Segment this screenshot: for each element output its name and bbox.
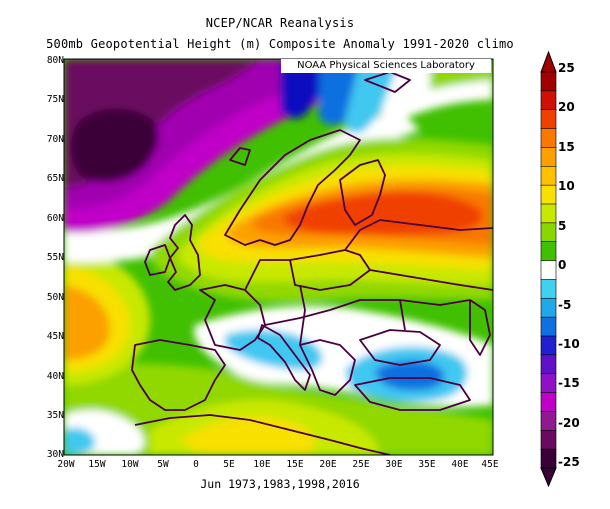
- colorbar-label: -5: [558, 298, 572, 312]
- lon-tick-label: 20E: [319, 459, 337, 470]
- colorbar-swatch: [540, 373, 557, 394]
- colorbar-swatch: [540, 392, 557, 413]
- lat-tick-label: 75N: [46, 94, 64, 105]
- lon-tick-label: 35E: [418, 459, 436, 470]
- lon-tick-label: 15W: [88, 459, 106, 470]
- map-frame: [63, 58, 494, 456]
- lat-tick-label: 65N: [46, 173, 64, 184]
- colorbar-swatch: [540, 297, 557, 318]
- colorbar-swatch: [540, 429, 557, 450]
- colorbar-swatch: [540, 354, 557, 375]
- colorbar-swatch: [540, 241, 557, 262]
- colorbar-swatch: [540, 316, 557, 337]
- colorbar-swatch: [540, 448, 557, 469]
- colorbar-swatch: [540, 71, 557, 92]
- colorbar-label: -10: [558, 337, 580, 351]
- colorbar-label: 20: [558, 100, 575, 114]
- lon-tick-label: 25E: [352, 459, 370, 470]
- lat-tick-label: 45N: [46, 331, 64, 342]
- colorbar-swatch: [540, 335, 557, 356]
- colorbar-swatch: [540, 109, 557, 130]
- lon-tick-label: 15E: [286, 459, 304, 470]
- lat-tick-label: 70N: [46, 134, 64, 145]
- colorbar-max-arrow: [540, 50, 557, 73]
- credit-label: NOAA Physical Sciences Laboratory: [281, 59, 491, 73]
- colorbar-swatch: [540, 260, 557, 281]
- date-caption: Jun 1973,1983,1998,2016: [200, 477, 360, 491]
- colorbar-label: 0: [558, 258, 567, 272]
- lat-tick-label: 30N: [46, 449, 64, 460]
- colorbar-swatch: [540, 90, 557, 111]
- colorbar-label: 15: [558, 140, 575, 154]
- colorbar-label: 25: [558, 61, 575, 75]
- lon-tick-label: 5E: [223, 459, 235, 470]
- colorbar-swatch: [540, 203, 557, 224]
- chart-subtitle: 500mb Geopotential Height (m) Composite …: [46, 37, 514, 51]
- lat-tick-label: 50N: [46, 292, 64, 303]
- colorbar-swatch: [540, 147, 557, 168]
- colorbar-min-arrow: [540, 467, 557, 488]
- lon-tick-label: 20W: [57, 459, 75, 470]
- coastlines: [131, 71, 493, 455]
- anomaly-field: [64, 59, 493, 455]
- colorbar-swatch: [540, 279, 557, 300]
- lat-tick-label: 80N: [46, 55, 64, 66]
- colorbar-swatch: [540, 222, 557, 243]
- lat-tick-label: 55N: [46, 252, 64, 263]
- lon-tick-label: 10E: [253, 459, 271, 470]
- lon-tick-label: 30E: [385, 459, 403, 470]
- lon-tick-label: 5W: [157, 459, 169, 470]
- lat-tick-label: 35N: [46, 410, 64, 421]
- lon-tick-label: 0: [193, 459, 199, 470]
- colorbar: [540, 50, 557, 488]
- chart-title: NCEP/NCAR Reanalysis: [205, 16, 355, 30]
- lat-tick-label: 40N: [46, 371, 64, 382]
- lon-tick-label: 45E: [481, 459, 499, 470]
- colorbar-label: -15: [558, 376, 580, 390]
- colorbar-swatch: [540, 411, 557, 432]
- colorbar-swatch: [540, 184, 557, 205]
- colorbar-label: -20: [558, 416, 580, 430]
- colorbar-swatch: [540, 165, 557, 186]
- colorbar-label: 10: [558, 179, 575, 193]
- lon-tick-label: 10W: [121, 459, 139, 470]
- lon-tick-label: 40E: [451, 459, 469, 470]
- lat-tick-label: 60N: [46, 213, 64, 224]
- colorbar-label: -25: [558, 455, 580, 469]
- colorbar-label: 5: [558, 219, 567, 233]
- colorbar-swatch: [540, 128, 557, 149]
